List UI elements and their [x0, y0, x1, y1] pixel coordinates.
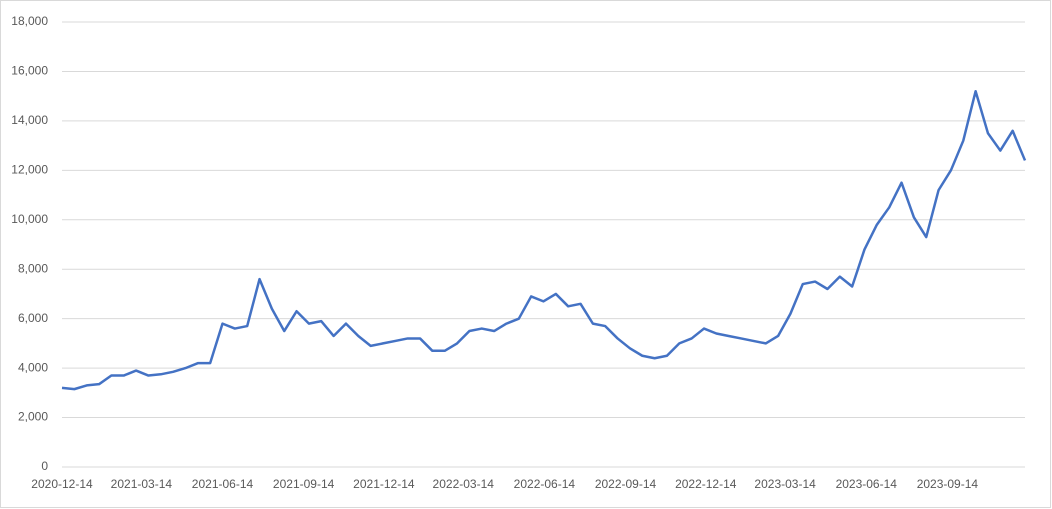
x-tick-label: 2022-03-14 [433, 477, 495, 491]
data-line [61, 89, 1027, 391]
y-tick-label: 12,000 [11, 163, 48, 177]
x-tick-label: 2020-12-14 [31, 477, 93, 491]
x-tick-label: 2021-09-14 [273, 477, 335, 491]
x-tick-label: 2021-03-14 [111, 477, 173, 491]
y-tick-label: 16,000 [11, 64, 48, 78]
x-tick-label: 2022-06-14 [514, 477, 576, 491]
x-tick-label: 2023-06-14 [836, 477, 898, 491]
x-tick-label: 2023-03-14 [754, 477, 816, 491]
y-tick-label: 0 [41, 459, 48, 473]
y-tick-label: 14,000 [11, 113, 48, 127]
y-tick-label: 4,000 [18, 360, 48, 374]
x-tick-label: 2021-12-14 [353, 477, 415, 491]
x-tick-label: 2022-12-14 [675, 477, 737, 491]
x-tick-label: 2023-09-14 [917, 477, 979, 491]
y-tick-label: 6,000 [18, 311, 48, 325]
y-tick-label: 18,000 [11, 14, 48, 28]
x-tick-label: 2022-09-14 [595, 477, 657, 491]
y-tick-label: 10,000 [11, 212, 48, 226]
y-tick-label: 2,000 [18, 410, 48, 424]
y-tick-label: 8,000 [18, 261, 48, 275]
x-tick-label: 2021-06-14 [192, 477, 254, 491]
